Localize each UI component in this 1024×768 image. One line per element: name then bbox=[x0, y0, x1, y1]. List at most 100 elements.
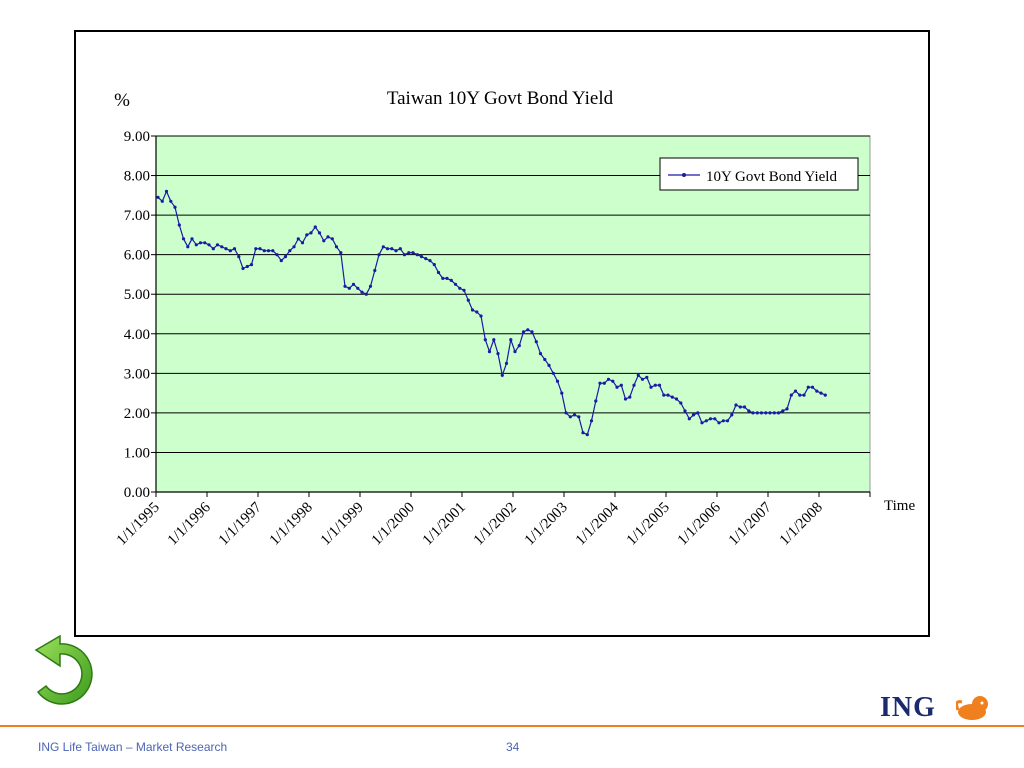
data-point bbox=[356, 286, 360, 290]
data-point bbox=[555, 379, 560, 383]
x-tick-label: 1/1/1999 bbox=[318, 500, 367, 549]
data-point bbox=[169, 199, 173, 203]
data-point bbox=[683, 409, 687, 413]
data-point bbox=[823, 393, 827, 397]
data-point bbox=[594, 399, 598, 403]
lion-icon bbox=[956, 696, 988, 720]
data-point bbox=[632, 383, 636, 387]
y-tick-label: 4.00 bbox=[124, 327, 150, 343]
data-point bbox=[309, 231, 313, 235]
data-point bbox=[623, 397, 628, 401]
y-tick-label: 2.00 bbox=[124, 406, 150, 422]
y-tick-label: 7.00 bbox=[124, 208, 150, 224]
data-point bbox=[441, 276, 445, 280]
data-point bbox=[220, 245, 224, 249]
y-tick-label: 9.00 bbox=[124, 129, 150, 145]
data-point bbox=[636, 373, 640, 377]
data-point bbox=[521, 330, 526, 334]
data-point bbox=[806, 385, 810, 389]
data-point bbox=[730, 413, 734, 417]
series-points bbox=[156, 189, 827, 437]
data-point bbox=[547, 363, 551, 367]
data-point bbox=[300, 241, 305, 245]
data-point bbox=[585, 433, 589, 437]
data-point bbox=[462, 288, 466, 292]
legend-swatch-marker bbox=[682, 173, 686, 177]
data-point bbox=[509, 338, 513, 342]
footer-text: ING Life Taiwan – Market Research bbox=[38, 740, 228, 754]
data-point bbox=[725, 419, 730, 423]
data-point bbox=[649, 385, 653, 389]
data-point bbox=[190, 237, 194, 241]
data-point bbox=[449, 278, 453, 282]
data-point bbox=[487, 350, 492, 354]
data-point bbox=[271, 249, 275, 253]
data-point bbox=[470, 308, 475, 312]
data-point bbox=[207, 243, 211, 247]
data-point bbox=[747, 409, 751, 413]
data-point bbox=[398, 247, 402, 251]
data-point bbox=[662, 393, 666, 397]
data-point bbox=[742, 405, 747, 409]
data-point bbox=[326, 235, 330, 239]
data-point bbox=[666, 393, 670, 397]
data-point bbox=[560, 391, 564, 395]
data-point bbox=[543, 357, 547, 362]
data-point bbox=[798, 393, 802, 397]
data-point bbox=[704, 419, 708, 423]
green-circular-arrow-icon[interactable] bbox=[16, 634, 106, 714]
data-point bbox=[411, 251, 415, 255]
data-point bbox=[432, 263, 436, 267]
data-point bbox=[696, 411, 700, 415]
y-tick-label: 1.00 bbox=[124, 445, 150, 461]
data-point bbox=[453, 282, 458, 286]
y-tick-labels: 0.00 1.00 2.00 3.00 4.00 5.00 6.00 7.00 8.00 9.00 bbox=[124, 129, 150, 501]
y-tick-label: 5.00 bbox=[124, 287, 150, 303]
data-point bbox=[500, 373, 504, 377]
data-point bbox=[424, 257, 428, 261]
x-tick-label: 1/1/1997 bbox=[216, 499, 265, 548]
chart-frame: 0.00 1.00 2.00 3.00 4.00 5.00 6.00 7.00 8.00 9.00… bbox=[74, 30, 930, 637]
data-point bbox=[717, 421, 721, 425]
data-point bbox=[785, 407, 789, 411]
plot-area bbox=[155, 135, 871, 493]
data-point bbox=[551, 371, 555, 375]
data-point bbox=[475, 310, 479, 314]
data-point bbox=[254, 247, 258, 251]
data-point bbox=[657, 383, 662, 387]
data-point bbox=[670, 395, 674, 399]
data-point bbox=[492, 338, 496, 342]
data-point bbox=[283, 255, 288, 259]
ing-logo-text: ING bbox=[880, 692, 936, 723]
data-point bbox=[377, 253, 381, 257]
data-point bbox=[305, 233, 309, 237]
data-point bbox=[598, 381, 602, 385]
data-point bbox=[458, 286, 462, 290]
y-tick-label: 0.00 bbox=[124, 485, 150, 501]
data-point bbox=[296, 237, 300, 241]
data-point bbox=[198, 241, 203, 245]
data-point bbox=[415, 253, 419, 257]
data-point bbox=[249, 263, 254, 267]
legend: 10Y Govt Bond Yield bbox=[659, 157, 859, 191]
data-point bbox=[381, 245, 385, 249]
x-tick-label: 1/1/2000 bbox=[369, 500, 418, 549]
data-point bbox=[279, 259, 283, 263]
chart-title: Taiwan 10Y Govt Bond Yield bbox=[387, 88, 614, 109]
data-point bbox=[373, 268, 377, 273]
data-point bbox=[628, 395, 632, 399]
data-point bbox=[160, 199, 164, 203]
data-point bbox=[772, 411, 776, 415]
data-point bbox=[776, 411, 781, 415]
data-point bbox=[364, 292, 368, 296]
data-point bbox=[764, 411, 768, 415]
data-point bbox=[466, 298, 470, 302]
legend-box bbox=[659, 157, 859, 191]
data-point bbox=[173, 205, 177, 209]
data-point bbox=[347, 286, 351, 290]
data-point bbox=[708, 417, 713, 421]
data-point bbox=[228, 249, 232, 253]
data-point bbox=[721, 419, 725, 423]
data-point bbox=[572, 413, 577, 417]
data-point bbox=[445, 276, 449, 280]
